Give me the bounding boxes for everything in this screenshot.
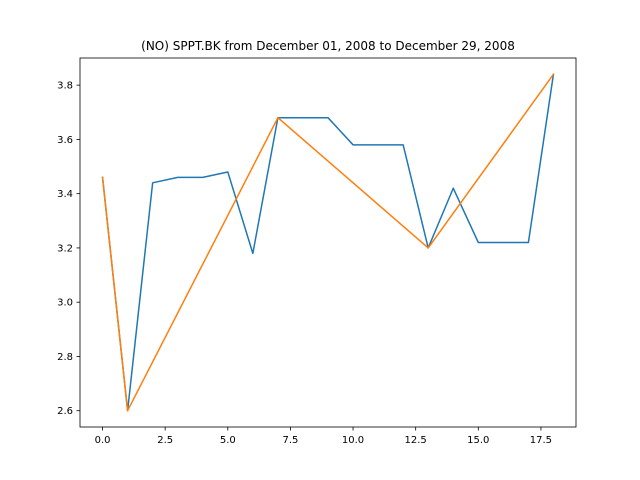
chart-title: (NO) SPPT.BK from December 01, 2008 to D… [141,39,515,53]
x-tick-label: 12.5 [405,435,427,446]
x-tick-label: 17.5 [530,435,552,446]
x-tick-label: 5.0 [220,435,236,446]
y-tick-label: 3.4 [57,189,73,200]
y-tick-label: 2.8 [57,352,73,363]
y-axis: 2.6 2.8 3.0 3.2 3.4 3.6 3.8 [57,81,80,417]
series-line-1 [101,73,555,412]
y-tick-label: 3.2 [57,243,73,254]
x-tick-label: 7.5 [282,435,298,446]
y-tick-label: 2.6 [57,406,73,417]
x-tick-label: 2.5 [157,435,173,446]
axes-frame [79,57,577,428]
x-tick-label: 0.0 [95,435,111,446]
y-tick-label: 3.8 [57,81,73,92]
plot-area [101,73,555,412]
y-tick-label: 3.0 [57,298,73,309]
x-tick-label: 15.0 [467,435,489,446]
y-tick-label: 3.6 [57,135,73,146]
series-line-2 [101,73,555,412]
x-tick-label: 10.0 [342,435,364,446]
x-axis: 0.0 2.5 5.0 7.5 10.0 12.5 15.0 17.5 [95,427,552,446]
